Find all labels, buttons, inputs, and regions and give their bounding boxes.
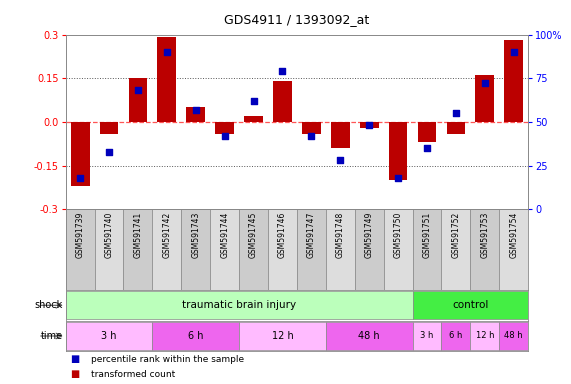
Bar [413, 209, 441, 290]
Bar [413, 322, 441, 350]
Text: GSM591753: GSM591753 [480, 212, 489, 258]
Bar [413, 291, 528, 319]
Bar [66, 209, 95, 290]
Bar [215, 122, 234, 134]
Bar [268, 209, 297, 290]
Text: ■: ■ [71, 354, 84, 364]
Bar [447, 122, 465, 134]
Bar [326, 322, 412, 350]
Bar [99, 122, 118, 134]
Text: percentile rank within the sample: percentile rank within the sample [91, 354, 244, 364]
Text: GSM591747: GSM591747 [307, 212, 316, 258]
Bar [128, 78, 147, 122]
Point [220, 133, 229, 139]
Point [134, 88, 143, 94]
Point [249, 98, 258, 104]
Point [307, 133, 316, 139]
Text: GSM591744: GSM591744 [220, 212, 229, 258]
Text: ■: ■ [71, 369, 84, 379]
Bar [471, 322, 499, 350]
Text: 3 h: 3 h [420, 331, 434, 341]
Text: 3 h: 3 h [101, 331, 117, 341]
Bar [302, 122, 321, 134]
Bar [471, 209, 499, 290]
Bar [326, 209, 355, 290]
Text: GSM591745: GSM591745 [249, 212, 258, 258]
Point [162, 49, 171, 55]
Bar [441, 209, 471, 290]
Bar [186, 108, 205, 122]
Text: 48 h: 48 h [359, 331, 380, 341]
Text: GSM591742: GSM591742 [162, 212, 171, 258]
Bar [273, 81, 292, 122]
Text: shock: shock [35, 300, 63, 310]
Text: GSM591754: GSM591754 [509, 212, 518, 258]
Bar [355, 209, 384, 290]
Text: GSM591740: GSM591740 [104, 212, 114, 258]
Bar [239, 322, 326, 350]
Text: transformed count: transformed count [91, 370, 176, 379]
Bar [244, 116, 263, 122]
Bar [389, 122, 408, 180]
Text: GSM591741: GSM591741 [134, 212, 142, 258]
Point [393, 175, 403, 181]
Bar [504, 40, 523, 122]
Text: GSM591751: GSM591751 [423, 212, 432, 258]
Bar [384, 209, 413, 290]
Point [278, 68, 287, 74]
Text: traumatic brain injury: traumatic brain injury [182, 300, 296, 310]
Text: time: time [41, 331, 63, 341]
Point [365, 122, 374, 129]
Text: GDS4911 / 1393092_at: GDS4911 / 1393092_at [224, 13, 369, 26]
Bar [297, 209, 326, 290]
Text: GSM591749: GSM591749 [365, 212, 373, 258]
Text: 12 h: 12 h [272, 331, 293, 341]
Bar [499, 322, 528, 350]
Bar [499, 209, 528, 290]
Point [104, 149, 114, 155]
Text: 12 h: 12 h [476, 331, 494, 341]
Text: GSM591752: GSM591752 [452, 212, 460, 258]
Text: control: control [452, 300, 489, 310]
Bar [158, 38, 176, 122]
Text: GSM591748: GSM591748 [336, 212, 345, 258]
Bar [95, 209, 123, 290]
Bar [71, 122, 90, 186]
Point [451, 110, 460, 116]
Bar [239, 209, 268, 290]
Point [509, 49, 518, 55]
Point [75, 175, 85, 181]
Bar [123, 209, 152, 290]
Bar [66, 322, 152, 350]
Text: 48 h: 48 h [504, 331, 523, 341]
Point [191, 107, 200, 113]
Text: GSM591743: GSM591743 [191, 212, 200, 258]
Bar [360, 122, 379, 128]
Bar [152, 209, 182, 290]
Text: 6 h: 6 h [188, 331, 203, 341]
Bar [152, 322, 239, 350]
Bar [331, 122, 349, 148]
Point [336, 157, 345, 164]
Text: GSM591746: GSM591746 [278, 212, 287, 258]
Point [480, 80, 489, 86]
Bar [182, 209, 210, 290]
Bar [417, 122, 436, 142]
Bar [66, 291, 413, 319]
Text: 6 h: 6 h [449, 331, 463, 341]
Text: GSM591750: GSM591750 [393, 212, 403, 258]
Text: GSM591739: GSM591739 [75, 212, 85, 258]
Bar [210, 209, 239, 290]
Bar [476, 75, 494, 122]
Point [423, 145, 432, 151]
Bar [441, 322, 471, 350]
